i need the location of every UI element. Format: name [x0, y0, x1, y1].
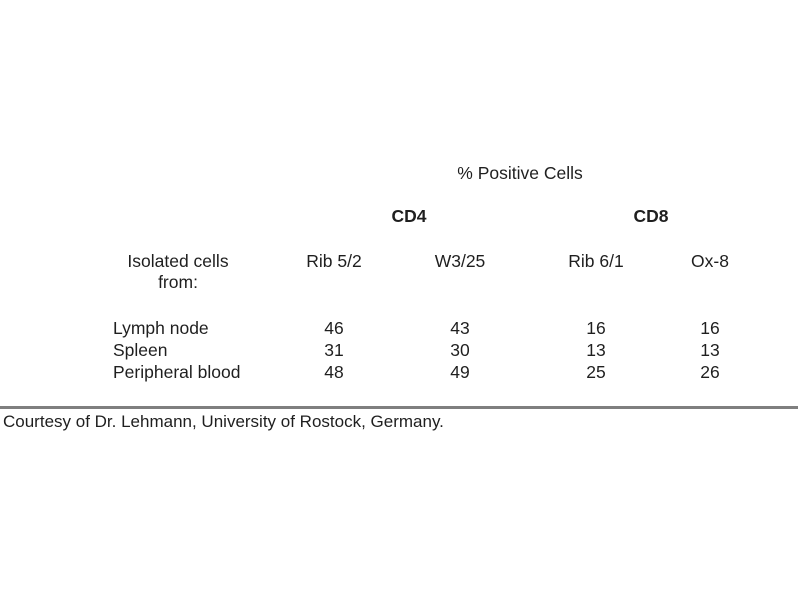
table-cell: 46 — [324, 318, 344, 338]
table-cell: 26 — [700, 362, 720, 382]
table-row-lymph-node: Lymph node 46 43 16 16 — [0, 318, 800, 342]
horizontal-rule — [0, 406, 798, 409]
row-label-header-line1: Isolated cells — [127, 251, 229, 271]
table-row-peripheral-blood: Peripheral blood 48 49 25 26 — [0, 362, 800, 386]
column-header-w3-25: W3/25 — [434, 251, 486, 271]
group-header-cd8: CD8 — [633, 206, 669, 226]
column-header-rib-5-2: Rib 5/2 — [306, 251, 362, 271]
title-row: % Positive Cells — [0, 163, 800, 187]
column-header-rib-6-1: Rib 6/1 — [568, 251, 624, 271]
table-cell: 49 — [450, 362, 470, 382]
column-header-row: Isolated cells from: Rib 5/2 W3/25 Rib 6… — [0, 251, 800, 299]
table-cell: 13 — [586, 340, 606, 360]
row-label-header: Isolated cells from: — [113, 251, 243, 293]
table-cell: 48 — [324, 362, 344, 382]
row-label: Lymph node — [113, 318, 209, 338]
table-cell: 30 — [450, 340, 470, 360]
table-row-spleen: Spleen 31 30 13 13 — [0, 340, 800, 364]
table-cell: 31 — [324, 340, 344, 360]
table-cell: 16 — [700, 318, 720, 338]
table-cell: 43 — [450, 318, 470, 338]
table-cell: 13 — [700, 340, 720, 360]
table-cell: 25 — [586, 362, 606, 382]
column-header-ox-8: Ox-8 — [691, 251, 729, 271]
row-label: Peripheral blood — [113, 362, 241, 382]
row-label-header-line2: from: — [158, 272, 198, 292]
credit-text: Courtesy of Dr. Lehmann, University of R… — [3, 412, 444, 431]
figure-title: % Positive Cells — [457, 163, 583, 183]
group-header-cd4: CD4 — [391, 206, 427, 226]
group-header-row: CD4 CD8 — [0, 206, 800, 230]
table-cell: 16 — [586, 318, 606, 338]
row-label: Spleen — [113, 340, 168, 360]
